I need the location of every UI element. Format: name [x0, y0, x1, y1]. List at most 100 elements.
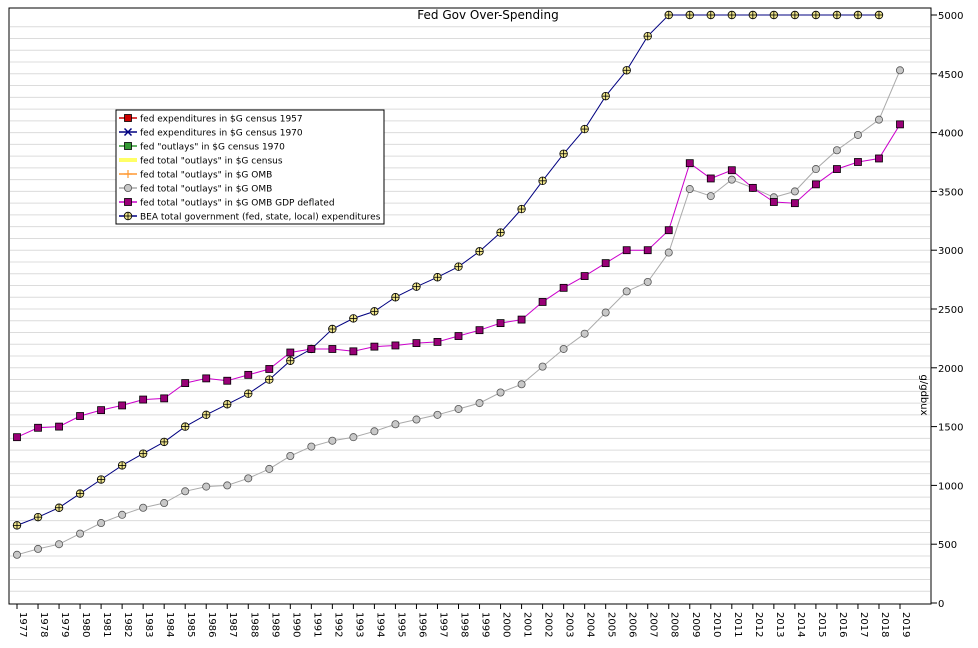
data-point-s1-1998 [454, 404, 463, 413]
data-point-marker [748, 183, 757, 192]
data-point-s0-2007 [643, 31, 652, 41]
data-point-s2-2005 [601, 259, 610, 268]
data-point-s0-1997 [433, 273, 442, 282]
data-point-marker [896, 66, 905, 75]
data-point-marker [790, 187, 799, 196]
data-point-marker [223, 376, 232, 385]
data-point-marker [223, 481, 232, 490]
grid [10, 26, 930, 592]
x-tick-label: 2004 [585, 612, 596, 637]
data-point-s2-2007 [643, 246, 652, 255]
data-point-s1-1980 [76, 529, 85, 538]
data-point-marker [244, 370, 253, 379]
data-point-s0-2004 [580, 124, 589, 134]
legend-label: fed total "outlays" in $G OMB [140, 185, 272, 195]
data-point-s1-2001 [517, 380, 526, 389]
x-tick-label: 1989 [269, 612, 280, 637]
data-point-s1-1989 [265, 464, 274, 473]
data-point-s0-1993 [349, 314, 358, 323]
data-point-s1-1985 [181, 487, 190, 496]
legend-item: fed "outlays" in $G census 1970 [119, 142, 285, 153]
data-point-marker [370, 427, 379, 436]
data-point-s0-2011 [727, 10, 737, 20]
data-point-marker [580, 329, 589, 338]
data-point-marker [55, 540, 64, 549]
data-point-s0-1982 [117, 461, 127, 470]
data-point-marker [181, 379, 190, 387]
data-point-s1-2002 [538, 362, 547, 371]
data-point-marker [349, 433, 358, 442]
data-point-s0-2013 [769, 10, 779, 20]
x-tick-label: 1987 [227, 612, 238, 637]
legend-swatch-b [123, 127, 133, 137]
data-point-marker [517, 315, 526, 324]
data-point-s2-2011 [727, 166, 736, 175]
legend-item: fed total "outlays" in $G OMB [119, 183, 272, 195]
data-point-s0-1980 [75, 489, 85, 498]
x-tick-label: 2014 [795, 612, 806, 637]
data-point-marker [896, 120, 904, 129]
legend-label: fed total "outlays" in $G OMB [140, 171, 272, 181]
data-point-marker [76, 412, 84, 420]
data-point-marker [496, 319, 505, 328]
y-tick-label: 1000 [938, 481, 963, 492]
data-point-s0-1985 [180, 422, 190, 431]
data-point-s1-1987 [223, 481, 232, 490]
data-point-s0-1988 [244, 389, 253, 398]
x-tick-label: 1978 [38, 612, 49, 637]
data-point-s1-1988 [244, 474, 253, 483]
x-tick-label: 2019 [900, 612, 911, 637]
legend-label: fed "outlays" in $G census 1970 [140, 143, 285, 153]
data-point-s2-2006 [622, 246, 631, 255]
y-tick-label: 1500 [938, 423, 963, 434]
legend-label: fed expenditures in $G census 1970 [140, 129, 303, 139]
data-point-marker [854, 158, 862, 166]
data-point-s2-1990 [286, 348, 295, 357]
data-point-marker [391, 341, 400, 350]
data-point-s0-2006 [622, 66, 631, 75]
data-point-marker [727, 166, 736, 175]
data-point-s2-1997 [433, 338, 442, 346]
data-point-s1-2003 [559, 344, 568, 353]
data-point-marker [454, 404, 463, 413]
x-tick-label: 2016 [837, 612, 848, 637]
data-point-s2-1985 [181, 379, 190, 387]
x-tick-label: 2012 [753, 612, 764, 637]
x-tick-label: 2015 [816, 612, 827, 637]
data-point-s1-2017 [853, 130, 862, 139]
data-point-s2-2017 [854, 158, 862, 166]
data-point-marker [685, 185, 694, 194]
data-point-s1-1990 [286, 451, 295, 460]
legend-label: BEA total government (fed, state, local)… [140, 213, 381, 223]
x-tick-label: 1993 [353, 612, 364, 637]
x-tick-label: 2011 [732, 612, 743, 637]
data-point-s1-1993 [349, 433, 358, 442]
data-point-marker [244, 474, 253, 483]
legend-item: fed expenditures in $G census 1957 [119, 114, 303, 125]
data-point-s0-2003 [559, 149, 568, 158]
data-point-s1-2014 [790, 187, 799, 196]
data-point-s2-2002 [538, 298, 547, 306]
data-point-s1-1996 [412, 415, 421, 424]
data-point-marker [139, 503, 148, 512]
x-tick-label: 2013 [774, 612, 785, 637]
data-point-s0-2017 [853, 10, 863, 20]
data-point-s2-1982 [118, 401, 127, 410]
x-tick-label: 1995 [395, 612, 406, 637]
x-tick-label: 1981 [101, 612, 112, 637]
data-point-s0-1999 [475, 247, 484, 256]
data-point-marker [580, 272, 589, 280]
legend-item: fed total "outlays" in $G census [119, 157, 283, 167]
legend-item: BEA total government (fed, state, local)… [119, 211, 381, 223]
data-point-s1-1977 [12, 550, 21, 559]
data-point-s2-2009 [685, 159, 694, 168]
x-axis-ticks: 1977 1978 1979 1980 1981 1982 1983 1984 1985 1986… [16, 604, 911, 637]
data-point-s1-2019 [896, 66, 905, 75]
data-point-marker [391, 420, 400, 429]
data-point-marker [664, 248, 673, 257]
data-point-marker [475, 399, 484, 408]
data-point-s0-2005 [601, 91, 610, 101]
data-point-marker [307, 345, 316, 353]
data-point-marker [370, 342, 379, 351]
